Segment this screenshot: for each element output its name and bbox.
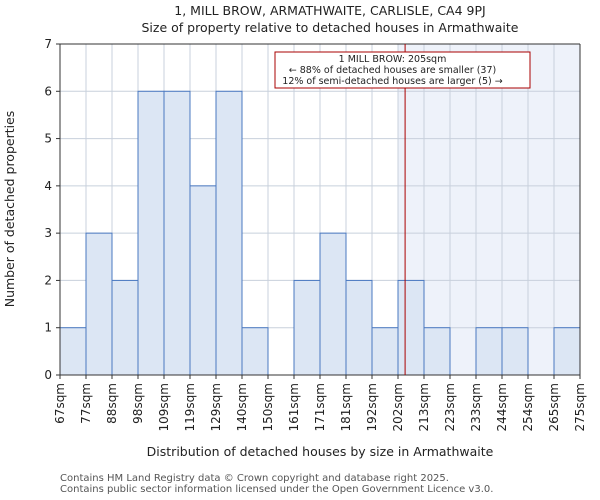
x-tick-label: 223sqm — [443, 383, 457, 431]
x-tick-label: 140sqm — [235, 383, 249, 431]
x-tick-label: 244sqm — [495, 383, 509, 431]
bar — [293, 279, 321, 376]
annotation-line-2: ← 88% of detached houses are smaller (37… — [289, 65, 496, 76]
x-tick-label: 213sqm — [417, 383, 431, 431]
x-tick-label: 88sqm — [105, 383, 119, 424]
x-tick-label: 119sqm — [183, 383, 197, 431]
chart-subtitle: Size of property relative to detached ho… — [142, 20, 519, 35]
bar — [215, 90, 243, 376]
bar — [59, 327, 87, 376]
y-tick-label: 1 — [44, 321, 52, 335]
bar — [371, 327, 399, 376]
bar — [163, 90, 191, 376]
x-tick-label: 109sqm — [157, 383, 171, 431]
x-tick-label: 171sqm — [313, 383, 327, 431]
bar — [553, 327, 581, 376]
annotation-box — [274, 51, 531, 89]
x-tick-label: 192sqm — [365, 383, 379, 431]
x-tick-label: 77sqm — [79, 383, 93, 424]
bar — [501, 327, 529, 376]
annotation-line-3: 12% of semi-detached houses are larger (… — [282, 76, 502, 87]
footer: Contains HM Land Registry data © Crown c… — [60, 473, 493, 495]
bar — [189, 185, 217, 376]
x-tick-label: 129sqm — [209, 383, 223, 431]
bar — [137, 90, 165, 376]
y-axis-label: Number of detached properties — [2, 111, 17, 308]
x-tick-label: 275sqm — [573, 383, 587, 431]
bar — [241, 327, 269, 376]
plot-area: 0 1 2 3 4 5 6 7 67sqm 77sqm 88sqm 98sqm 109sqm 119sqm… — [44, 37, 587, 431]
bar — [423, 327, 451, 376]
chart-title: 1, MILL BROW, ARMATHWAITE, CARLISLE, CA4… — [174, 3, 485, 18]
x-tick-label: 181sqm — [339, 383, 353, 431]
footer-line-2: Contains public sector information licen… — [60, 484, 494, 495]
x-tick-label: 202sqm — [391, 383, 405, 431]
y-tick-label: 6 — [44, 84, 52, 98]
y-tick-label: 0 — [44, 368, 52, 382]
y-tick-label: 3 — [44, 226, 52, 240]
y-tick-label: 2 — [44, 273, 52, 287]
bar — [319, 232, 347, 376]
bar — [397, 279, 425, 376]
x-tick-label: 161sqm — [287, 383, 301, 431]
y-tick-label: 5 — [44, 132, 52, 146]
bar — [111, 279, 139, 376]
footer-line-1: Contains HM Land Registry data © Crown c… — [60, 473, 449, 484]
bar — [475, 327, 503, 376]
x-tick-label: 67sqm — [53, 383, 67, 424]
highlight-region — [398, 44, 580, 375]
x-axis-label: Distribution of detached houses by size … — [147, 444, 494, 459]
x-tick-label: 233sqm — [469, 383, 483, 431]
bar — [85, 232, 113, 376]
x-tick-label: 254sqm — [521, 383, 535, 431]
y-tick-label: 4 — [44, 179, 52, 193]
x-tick-label: 265sqm — [547, 383, 561, 431]
bar — [345, 279, 373, 376]
y-tick-label: 7 — [44, 37, 52, 51]
x-tick-label: 98sqm — [131, 383, 145, 424]
annotation-line-1: 1 MILL BROW: 205sqm — [339, 54, 447, 65]
x-tick-label: 150sqm — [261, 383, 275, 431]
